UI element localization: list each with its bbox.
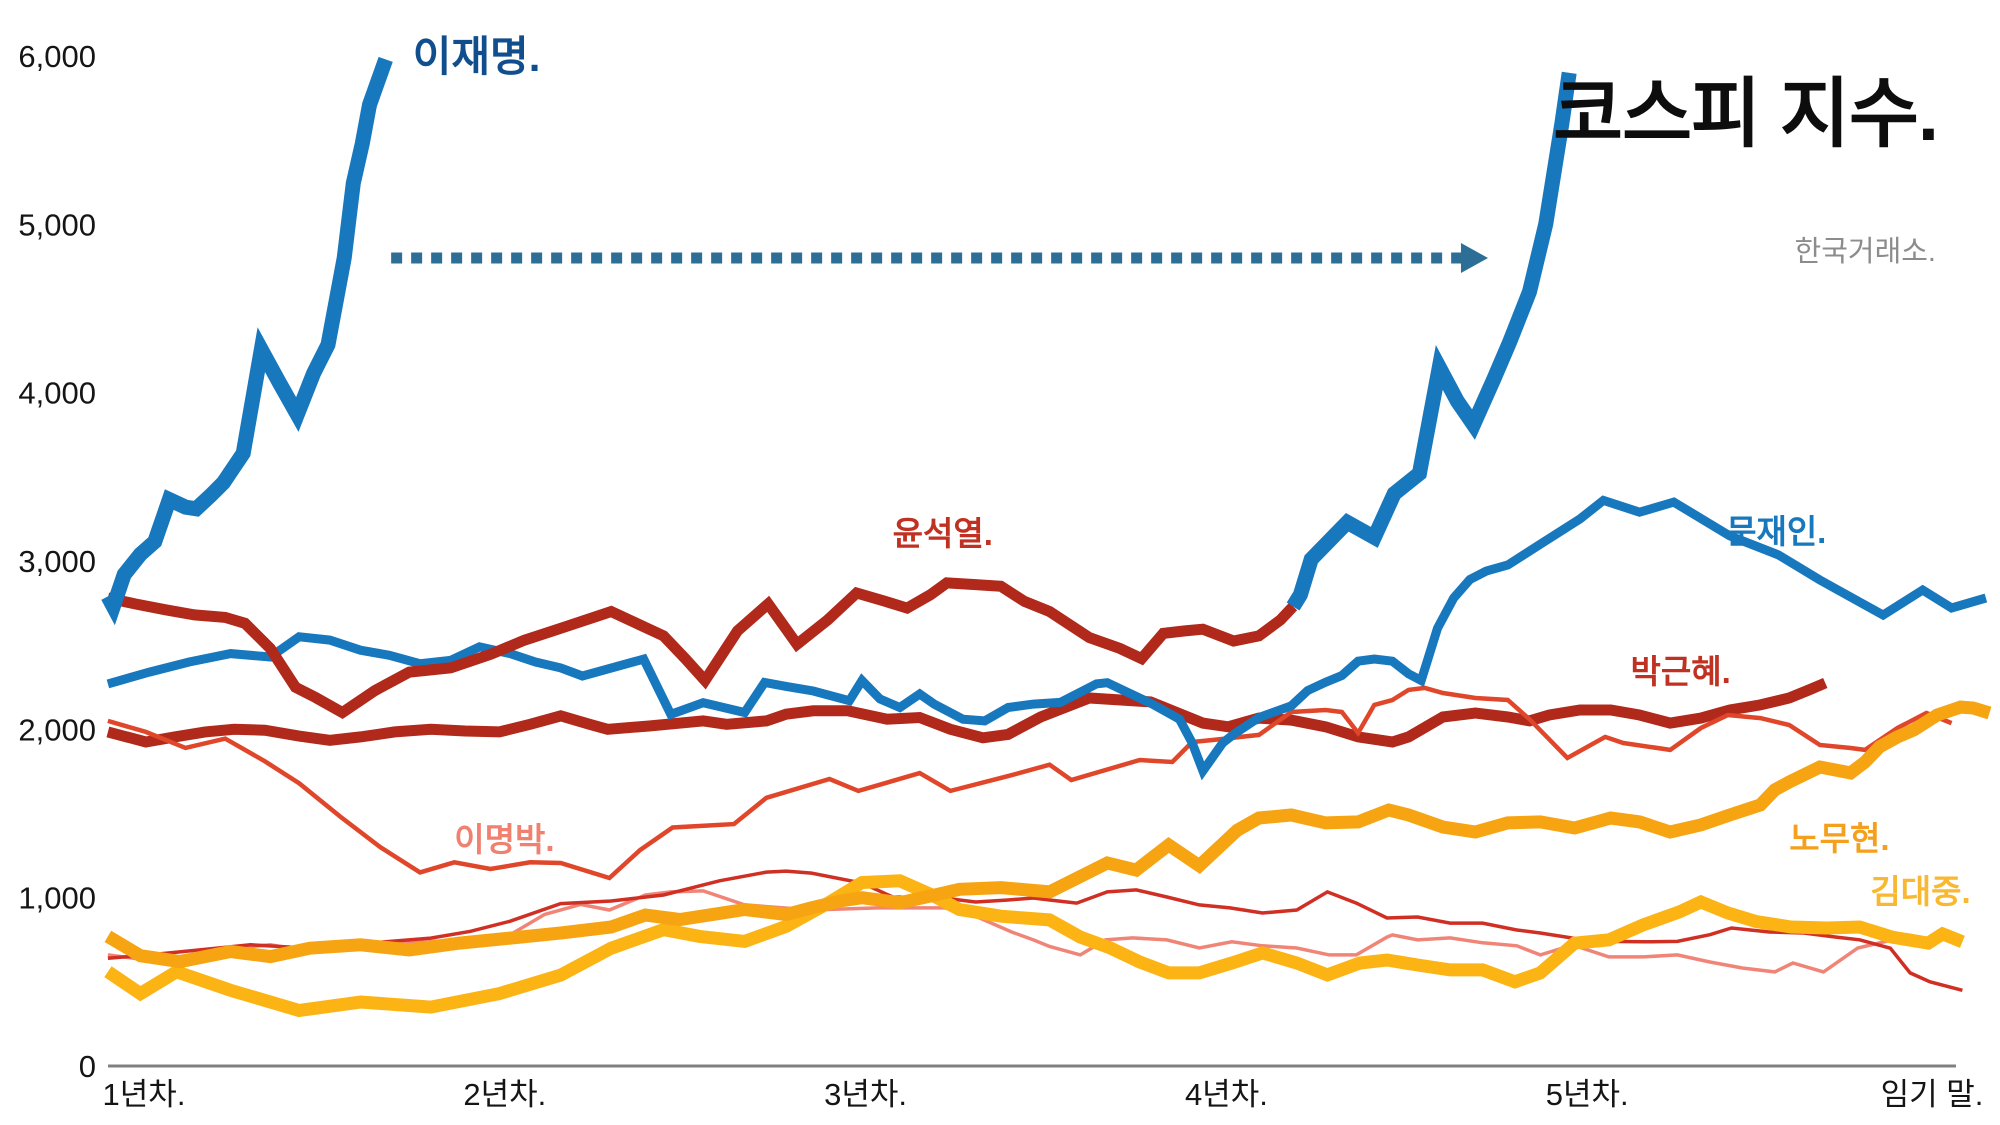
line-kim-dae-jung bbox=[104, 874, 1965, 1018]
annotation-arrow-head bbox=[1460, 243, 1488, 273]
series-label-kim-dae-jung: 김대중. bbox=[1870, 873, 1971, 911]
x-axis-tick-label: 4년차. bbox=[1185, 1077, 1268, 1112]
line-kim-young-sam bbox=[107, 869, 1963, 992]
chart-title: 코스피 지수. bbox=[1553, 72, 1939, 157]
line-lee-jae-myung bbox=[101, 56, 393, 626]
series-label-lee-myung-bak: 이명박. bbox=[454, 821, 555, 859]
y-axis-tick-label: 2,000 bbox=[18, 712, 96, 747]
line-park-geun-hye bbox=[106, 677, 1828, 748]
series-label-moon-jae-in: 문재인. bbox=[1726, 513, 1827, 551]
x-axis-tick-label: 1년차. bbox=[103, 1077, 186, 1112]
y-axis-tick-label: 3,000 bbox=[18, 544, 96, 579]
series-label-yoon-suk-yeol: 윤석열. bbox=[892, 514, 993, 552]
y-axis-tick-label: 6,000 bbox=[18, 39, 96, 74]
line-yoon-suk-yeol bbox=[106, 577, 1298, 719]
series-label-roh-moo-hyun: 노무현. bbox=[1789, 820, 1890, 858]
series-label-park-geun-hye: 박근혜. bbox=[1630, 652, 1731, 690]
y-axis-tick-label: 4,000 bbox=[18, 376, 96, 411]
chart-source: 한국거래소. bbox=[1794, 236, 1936, 268]
y-axis-tick-label: 5,000 bbox=[18, 207, 96, 242]
line-roh-moo-hyun bbox=[104, 700, 1992, 969]
y-axis-tick-label: 0 bbox=[79, 1049, 96, 1084]
y-axis-tick-label: 1,000 bbox=[18, 881, 96, 916]
line-lee-myung-bak bbox=[107, 685, 1953, 881]
x-axis-tick-label: 2년차. bbox=[463, 1077, 546, 1112]
series-label-lee-jae-myung: 이재명. bbox=[412, 33, 541, 81]
x-axis-tick-label: 임기 말. bbox=[1881, 1077, 1984, 1112]
x-axis-tick-label: 5년차. bbox=[1546, 1077, 1629, 1112]
x-axis-tick-label: 3년차. bbox=[824, 1077, 907, 1112]
line-lee-jae-myung-right bbox=[1286, 71, 1577, 611]
